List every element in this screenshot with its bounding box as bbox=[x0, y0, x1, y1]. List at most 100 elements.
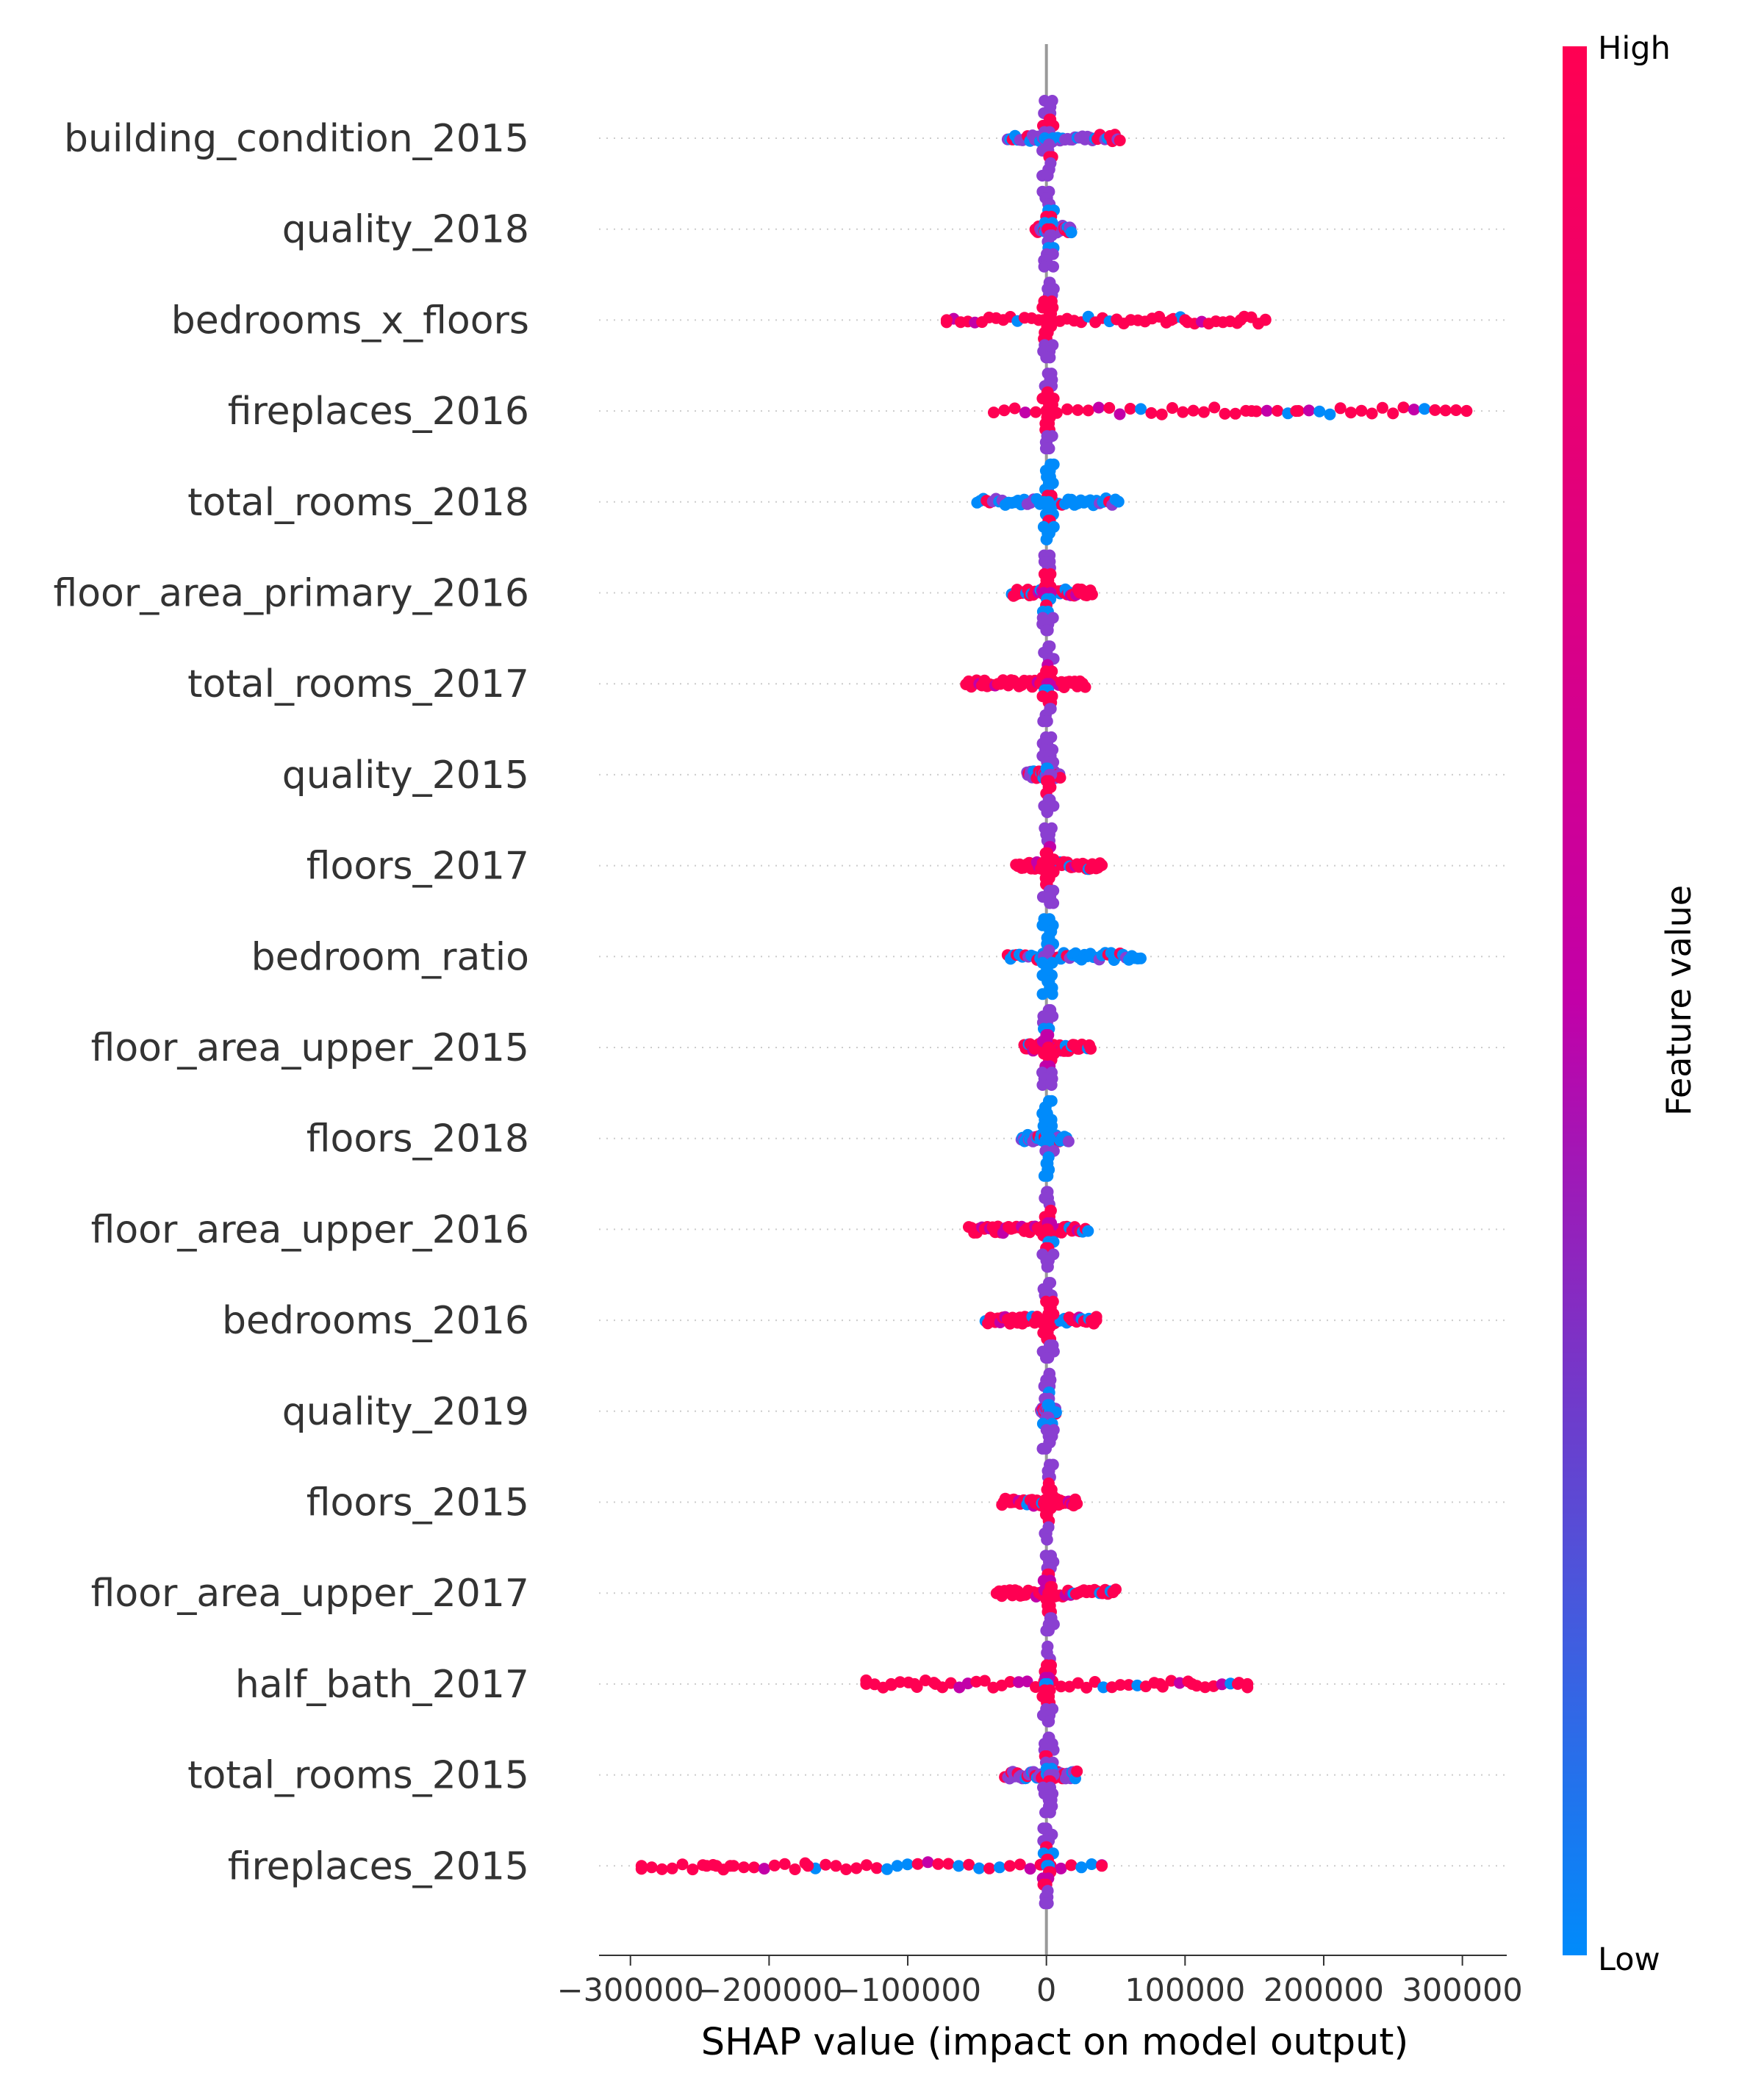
data-point bbox=[1376, 401, 1388, 414]
feature-row-dots bbox=[1021, 731, 1066, 818]
data-point bbox=[1041, 1533, 1053, 1546]
data-point bbox=[1041, 170, 1054, 182]
data-point bbox=[1165, 314, 1177, 326]
data-point bbox=[1019, 407, 1031, 419]
data-point bbox=[970, 1675, 983, 1688]
feature-row-dots bbox=[1015, 1095, 1075, 1182]
data-point bbox=[1065, 226, 1078, 239]
data-point bbox=[1387, 407, 1399, 420]
feature-label: quality_2015 bbox=[282, 753, 529, 798]
data-point bbox=[768, 1859, 781, 1872]
colorbar: High Low Feature value bbox=[1563, 30, 1699, 1978]
data-point bbox=[1366, 407, 1378, 420]
data-point bbox=[1460, 405, 1473, 418]
feature-labels: building_condition_2015 quality_2018bedro… bbox=[53, 117, 529, 1888]
data-point bbox=[1065, 1859, 1078, 1872]
data-point bbox=[700, 1860, 713, 1872]
x-tick-label: 100000 bbox=[1125, 1972, 1245, 2009]
data-point bbox=[908, 1677, 921, 1690]
data-point bbox=[1041, 533, 1053, 545]
data-point bbox=[1082, 404, 1094, 417]
data-point bbox=[988, 407, 1000, 419]
data-point bbox=[1122, 1679, 1135, 1691]
feature-label: floor_area_upper_2017 bbox=[91, 1572, 529, 1616]
data-point bbox=[1186, 1677, 1198, 1690]
data-point bbox=[1086, 1858, 1098, 1870]
feature-row-dots bbox=[860, 1640, 1254, 1727]
data-point bbox=[894, 1676, 906, 1688]
feature-row-dots bbox=[999, 1731, 1083, 1819]
feature-label: quality_2018 bbox=[282, 208, 529, 252]
x-tick-label: −300000 bbox=[557, 1972, 704, 2009]
x-tick-label: 200000 bbox=[1263, 1972, 1384, 2009]
feature-row-dots bbox=[1001, 95, 1126, 182]
data-point bbox=[1055, 1862, 1067, 1874]
data-point bbox=[724, 1860, 736, 1872]
data-point bbox=[932, 1858, 944, 1870]
data-point bbox=[1397, 401, 1410, 414]
data-point bbox=[1179, 314, 1191, 326]
x-tick-label: −100000 bbox=[834, 1972, 981, 2009]
data-point bbox=[1036, 1079, 1049, 1091]
data-point bbox=[1086, 588, 1098, 601]
data-point bbox=[635, 1860, 648, 1872]
data-point bbox=[1040, 351, 1053, 364]
data-point bbox=[929, 1677, 942, 1690]
feature-row-dots bbox=[988, 368, 1473, 455]
data-point bbox=[881, 1863, 893, 1875]
data-point bbox=[1114, 408, 1126, 420]
feature-label: fireplaces_2016 bbox=[228, 390, 529, 434]
data-points bbox=[635, 95, 1473, 1910]
data-point bbox=[1024, 1863, 1036, 1875]
data-point bbox=[1229, 407, 1241, 420]
data-point bbox=[1419, 403, 1431, 415]
feature-label: total_rooms_2015 bbox=[187, 1754, 529, 1798]
data-point bbox=[922, 1856, 934, 1869]
data-point bbox=[1085, 1042, 1097, 1055]
data-point bbox=[1021, 1675, 1033, 1688]
feature-row-dots bbox=[1001, 913, 1147, 1000]
data-point bbox=[1155, 408, 1168, 420]
feature-row-dots bbox=[971, 458, 1125, 545]
data-point bbox=[870, 1862, 883, 1874]
data-point bbox=[1041, 806, 1053, 818]
feature-label: bedrooms_2016 bbox=[222, 1299, 529, 1343]
data-point bbox=[1110, 1583, 1122, 1596]
feature-label: bedrooms_x_floors bbox=[171, 298, 529, 343]
x-tick-label: 300000 bbox=[1402, 1972, 1523, 2009]
data-point bbox=[953, 1860, 965, 1872]
data-point bbox=[1071, 1765, 1083, 1777]
x-axis: −300000−200000−100000 0 100000 200000 300000 bbox=[557, 1955, 1523, 2009]
data-point bbox=[901, 1858, 914, 1871]
data-point bbox=[645, 1861, 658, 1874]
data-point bbox=[840, 1863, 853, 1875]
colorbar-title: Feature value bbox=[1659, 885, 1699, 1116]
feature-label: half_bath_2017 bbox=[235, 1663, 529, 1707]
data-point bbox=[1014, 1858, 1026, 1871]
data-point bbox=[1313, 405, 1326, 418]
data-point bbox=[1096, 859, 1108, 871]
data-point bbox=[1040, 1352, 1052, 1364]
data-point bbox=[666, 1862, 678, 1874]
feature-row-dots bbox=[963, 1186, 1094, 1273]
data-point bbox=[1061, 403, 1074, 415]
x-tick-label: 0 bbox=[1036, 1972, 1056, 2009]
data-point bbox=[1041, 1897, 1054, 1910]
colorbar-gradient bbox=[1563, 46, 1587, 1955]
data-point bbox=[1219, 407, 1231, 420]
data-point bbox=[1092, 401, 1105, 414]
data-point bbox=[1082, 1225, 1094, 1237]
feature-label: floors_2018 bbox=[306, 1117, 529, 1161]
data-point bbox=[1114, 1679, 1127, 1691]
data-point bbox=[802, 1860, 814, 1872]
data-point bbox=[1241, 1677, 1254, 1690]
feature-label: total_rooms_2017 bbox=[187, 662, 529, 706]
data-point bbox=[998, 404, 1011, 417]
data-point bbox=[1103, 401, 1116, 414]
data-point bbox=[758, 1863, 770, 1875]
data-point bbox=[1008, 402, 1021, 415]
data-point bbox=[1003, 1860, 1016, 1872]
data-point bbox=[1071, 1497, 1083, 1510]
data-point bbox=[1046, 988, 1058, 1000]
data-point bbox=[1334, 402, 1347, 415]
